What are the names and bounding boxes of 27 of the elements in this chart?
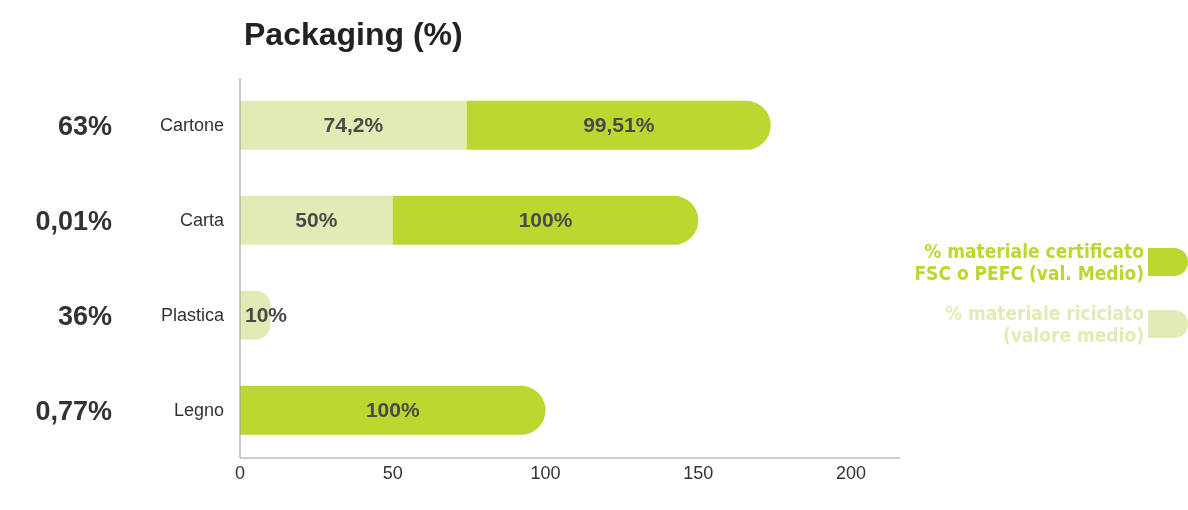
data-label: 50% <box>295 208 338 232</box>
bar <box>392 195 699 245</box>
x-tick-label: 50 <box>382 462 403 483</box>
text: 0,01% <box>35 205 112 236</box>
bar <box>240 385 546 435</box>
chart-title: Packaging (%) <box>244 16 463 53</box>
x-tick-label: 150 <box>683 462 714 483</box>
legend-label: % materiale certificato FSC o PEFC (val. Medio) <box>913 240 1144 284</box>
text: 63% <box>57 110 112 141</box>
y-tick-label: Plastica <box>160 304 225 325</box>
data-label: 10% <box>245 303 288 327</box>
y-tick-label: Carta <box>179 209 225 230</box>
text: 36% <box>57 300 112 331</box>
x-tick-label: 100 <box>530 462 561 483</box>
x-tick-label: 200 <box>836 462 867 483</box>
bar <box>466 100 771 150</box>
legend-label: % materiale riciclato (valore medio) <box>943 302 1144 346</box>
y-tick-label: Cartone <box>159 114 224 135</box>
bar <box>240 100 467 150</box>
data-label: 100% <box>518 208 573 232</box>
data-label: 99,51% <box>583 113 655 137</box>
x-tick-label: 0 <box>234 462 246 483</box>
y-tick-label: Legno <box>173 399 224 420</box>
bar <box>240 195 393 245</box>
data-label: 74,2% <box>323 113 384 137</box>
text: 0,77% <box>35 395 112 426</box>
data-label: 100% <box>365 398 420 422</box>
